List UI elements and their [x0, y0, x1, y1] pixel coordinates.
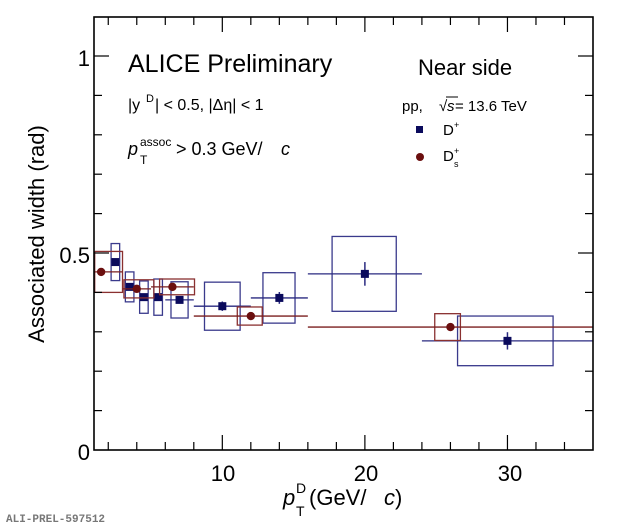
svg-text:s: s: [454, 159, 459, 169]
data-point: [132, 284, 141, 294]
svg-text:(GeV/: (GeV/: [309, 485, 367, 510]
data-point: [139, 293, 148, 302]
chart-marks: [94, 235, 593, 367]
legend-entry-ds: D + s: [416, 146, 459, 169]
svg-text:p: p: [282, 485, 295, 510]
svg-text:T: T: [296, 503, 305, 519]
svg-text:D: D: [443, 122, 454, 139]
svg-text:= 13.6 TeV: = 13.6 TeV: [455, 98, 527, 115]
svg-text:+: +: [454, 120, 459, 130]
x-tick-label: 10: [211, 461, 235, 486]
assoc-cut-annotation: p T assoc > 0.3 GeV/ c: [127, 135, 290, 167]
legend-marker-square: [416, 126, 423, 133]
plot-frame: [93, 16, 594, 451]
svg-text:assoc: assoc: [140, 135, 171, 149]
data-point: [218, 302, 227, 311]
y-tick-label: 1: [78, 46, 90, 71]
svg-text:| < 0.5, |Δη| < 1: | < 0.5, |Δη| < 1: [155, 97, 264, 114]
svg-text:c: c: [384, 485, 395, 510]
data-point: [111, 258, 120, 267]
series-dsplus: [94, 250, 593, 342]
legend-entry-dplus: D +: [416, 120, 459, 139]
y-axis-title: Associated width (rad): [24, 125, 49, 343]
svg-text:T: T: [140, 153, 148, 167]
chart-title: ALICE Preliminary: [128, 50, 333, 78]
data-point: [154, 293, 163, 302]
x-tick-label: 30: [498, 461, 522, 486]
data-point: [503, 336, 512, 345]
near-side-label: Near side: [418, 55, 512, 80]
axis-ticks: [94, 17, 593, 450]
svg-text:c: c: [281, 139, 290, 159]
data-point: [168, 282, 177, 292]
y-tick-label: 0: [78, 440, 90, 465]
data-point: [96, 267, 106, 277]
svg-text:s: s: [447, 98, 455, 115]
data-point: [125, 282, 134, 291]
x-axis-title: p T D (GeV/ c ): [282, 480, 402, 519]
svg-text:pp,: pp,: [402, 98, 423, 115]
data-point: [175, 295, 184, 304]
data-point: [360, 269, 369, 278]
svg-text:): ): [395, 485, 402, 510]
cuts-annotation: |y D | < 0.5, |Δη| < 1: [128, 93, 264, 114]
data-point: [446, 322, 455, 332]
system-label: pp, √ s = 13.6 TeV: [402, 96, 527, 115]
legend-marker-circle: [416, 153, 424, 161]
svg-text:p: p: [127, 139, 138, 159]
svg-text:D: D: [146, 93, 154, 105]
watermark: ALI-PREL-597512: [6, 514, 106, 526]
x-tick-label: 20: [354, 461, 378, 486]
svg-text:D: D: [296, 480, 306, 496]
svg-text:+: +: [454, 146, 459, 156]
svg-text:> 0.3 GeV/: > 0.3 GeV/: [176, 139, 263, 159]
series-dplus: [110, 235, 593, 367]
svg-text:|y: |y: [128, 97, 140, 114]
data-point: [246, 311, 256, 321]
legend: D + D + s: [416, 120, 459, 169]
y-tick-label: 0.5: [59, 243, 90, 268]
svg-text:D: D: [443, 148, 454, 165]
data-point: [275, 293, 284, 302]
svg-text:√: √: [439, 98, 448, 115]
